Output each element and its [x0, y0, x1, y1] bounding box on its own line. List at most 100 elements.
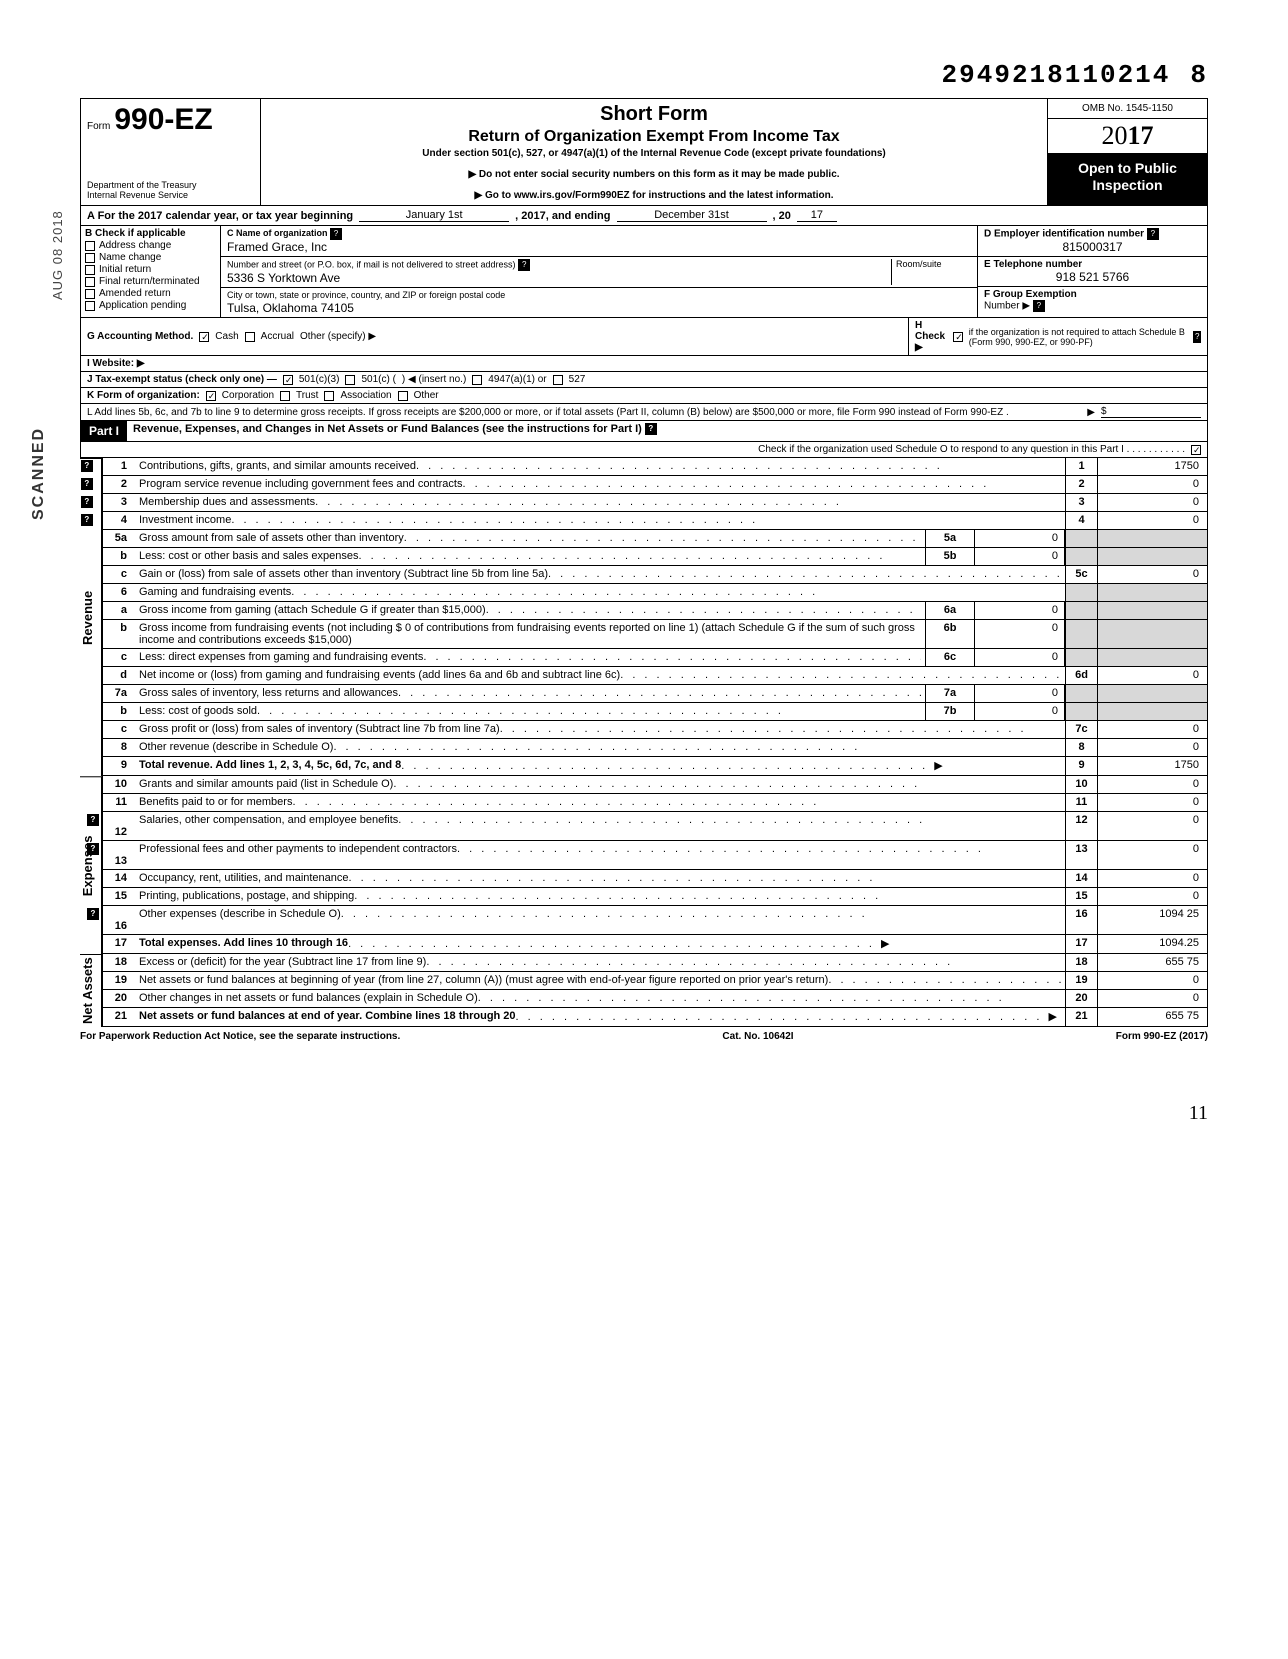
ein-label: D Employer identification number	[984, 229, 1144, 240]
help-icon[interactable]: ?	[81, 478, 93, 490]
year-end: December 31st	[617, 209, 767, 222]
chk-app-pending[interactable]	[85, 301, 95, 311]
lbl-assoc: Association	[340, 390, 391, 401]
line-amt-shaded	[1097, 703, 1207, 720]
line-description: Gross income from fundraising events (no…	[135, 620, 925, 648]
city-state-zip: Tulsa, Oklahoma 74105	[227, 301, 354, 315]
line-amt-shaded	[1097, 649, 1207, 666]
line-row: 10Grants and similar amounts paid (list …	[103, 776, 1207, 794]
line-description: Net assets or fund balances at end of ye…	[135, 1008, 1065, 1026]
chk-accrual[interactable]	[245, 332, 255, 342]
header-left: Form 990-EZ Department of the Treasury I…	[81, 99, 261, 205]
help-icon[interactable]: ?	[87, 843, 99, 855]
lbl-other-method: Other (specify) ▶	[300, 331, 376, 342]
line-right-number: 6d	[1065, 667, 1097, 684]
chk-initial-return[interactable]	[85, 265, 95, 275]
help-icon[interactable]: ?	[645, 423, 657, 435]
lbl-accrual: Accrual	[261, 331, 294, 342]
row-a-label: A For the 2017 calendar year, or tax yea…	[87, 210, 353, 222]
lbl-527: 527	[569, 374, 586, 385]
chk-corporation[interactable]	[206, 391, 216, 401]
form-header: Form 990-EZ Department of the Treasury I…	[80, 98, 1208, 206]
group-exempt-label: F Group Exemption	[984, 289, 1077, 300]
form-prefix: Form	[87, 121, 110, 132]
help-icon[interactable]: ?	[81, 514, 93, 526]
line-right-number: 3	[1065, 494, 1097, 511]
chk-schedule-b[interactable]	[953, 332, 963, 342]
line-amount: 1750	[1097, 458, 1207, 475]
row-h: H Check ▶ if the organization is not req…	[908, 318, 1208, 356]
chk-name-change[interactable]	[85, 253, 95, 263]
help-icon[interactable]: ?	[1193, 331, 1201, 343]
row-k-label: K Form of organization:	[87, 390, 200, 401]
line-amount: 0	[1097, 739, 1207, 756]
date-stamp: AUG 08 2018	[50, 210, 65, 300]
help-icon[interactable]: ?	[518, 259, 530, 271]
line-row: ?4Investment income . . . . . . . . . . …	[103, 512, 1207, 530]
line-row: ?1Contributions, gifts, grants, and simi…	[103, 458, 1207, 476]
row-j-label: J Tax-exempt status (check only one) —	[87, 374, 277, 385]
line-amount: 0	[1097, 512, 1207, 529]
row-l-dollar: $	[1101, 406, 1201, 418]
line-description: Net income or (loss) from gaming and fun…	[135, 667, 1065, 684]
chk-cash[interactable]	[199, 332, 209, 342]
help-icon[interactable]: ?	[87, 814, 99, 826]
netassets-label: Net Assets	[80, 954, 102, 1027]
line-row: 8Other revenue (describe in Schedule O) …	[103, 739, 1207, 757]
phone-label: E Telephone number	[984, 259, 1082, 270]
line-row: 18Excess or (deficit) for the year (Subt…	[103, 954, 1207, 972]
line-row: bGross income from fundraising events (n…	[103, 620, 1207, 649]
chk-schedule-o[interactable]	[1191, 445, 1201, 455]
line-number: 18	[103, 954, 135, 971]
addr-label: Number and street (or P.O. box, if mail …	[227, 260, 515, 270]
row-h-label: H Check ▶	[915, 320, 947, 353]
chk-501c3[interactable]	[283, 375, 293, 385]
chk-trust[interactable]	[280, 391, 290, 401]
line-amount: 0	[1097, 566, 1207, 583]
line-description: Less: cost or other basis and sales expe…	[135, 548, 925, 565]
line-number: 21	[103, 1008, 135, 1026]
line-number: ?13	[103, 841, 135, 869]
line-row: bLess: cost or other basis and sales exp…	[103, 548, 1207, 566]
help-icon[interactable]: ?	[81, 496, 93, 508]
line-description: Other expenses (describe in Schedule O) …	[135, 906, 1065, 934]
help-icon[interactable]: ?	[1147, 228, 1159, 240]
chk-other-org[interactable]	[398, 391, 408, 401]
line-row: ?16Other expenses (describe in Schedule …	[103, 906, 1207, 935]
line-number: 15	[103, 888, 135, 905]
chk-association[interactable]	[324, 391, 334, 401]
line-description: Grants and similar amounts paid (list in…	[135, 776, 1065, 793]
part-i-badge: Part I	[81, 421, 127, 441]
chk-4947[interactable]	[472, 375, 482, 385]
chk-final-return[interactable]	[85, 277, 95, 287]
chk-address-change[interactable]	[85, 241, 95, 251]
line-number: 11	[103, 794, 135, 811]
chk-527[interactable]	[553, 375, 563, 385]
chk-amended[interactable]	[85, 289, 95, 299]
line-row: ?3Membership dues and assessments . . . …	[103, 494, 1207, 512]
line-number: 10	[103, 776, 135, 793]
line-num-shaded	[1065, 530, 1097, 547]
line-num-shaded	[1065, 602, 1097, 619]
line-number: b	[103, 703, 135, 720]
dept-irs: Internal Revenue Service	[87, 191, 254, 201]
help-icon[interactable]: ?	[1033, 300, 1045, 312]
line-amount: 0	[1097, 870, 1207, 887]
help-icon[interactable]: ?	[330, 228, 342, 240]
box-def: D Employer identification number ? 81500…	[977, 226, 1207, 317]
line-description: Contributions, gifts, grants, and simila…	[135, 458, 1065, 475]
line-description: Program service revenue including govern…	[135, 476, 1065, 493]
help-icon[interactable]: ?	[87, 908, 99, 920]
chk-501c[interactable]	[345, 375, 355, 385]
row-l-gross-receipts: L Add lines 5b, 6c, and 7b to line 9 to …	[80, 404, 1208, 421]
line-right-number: 2	[1065, 476, 1097, 493]
line-right-number: 20	[1065, 990, 1097, 1007]
line-row: 17Total expenses. Add lines 10 through 1…	[103, 935, 1207, 953]
line-amount: 0	[1097, 494, 1207, 511]
line-num-shaded	[1065, 620, 1097, 648]
line-description: Benefits paid to or for members . . . . …	[135, 794, 1065, 811]
lbl-cash: Cash	[215, 331, 238, 342]
help-icon[interactable]: ?	[81, 460, 93, 472]
line-description: Salaries, other compensation, and employ…	[135, 812, 1065, 840]
line-description: Professional fees and other payments to …	[135, 841, 1065, 869]
